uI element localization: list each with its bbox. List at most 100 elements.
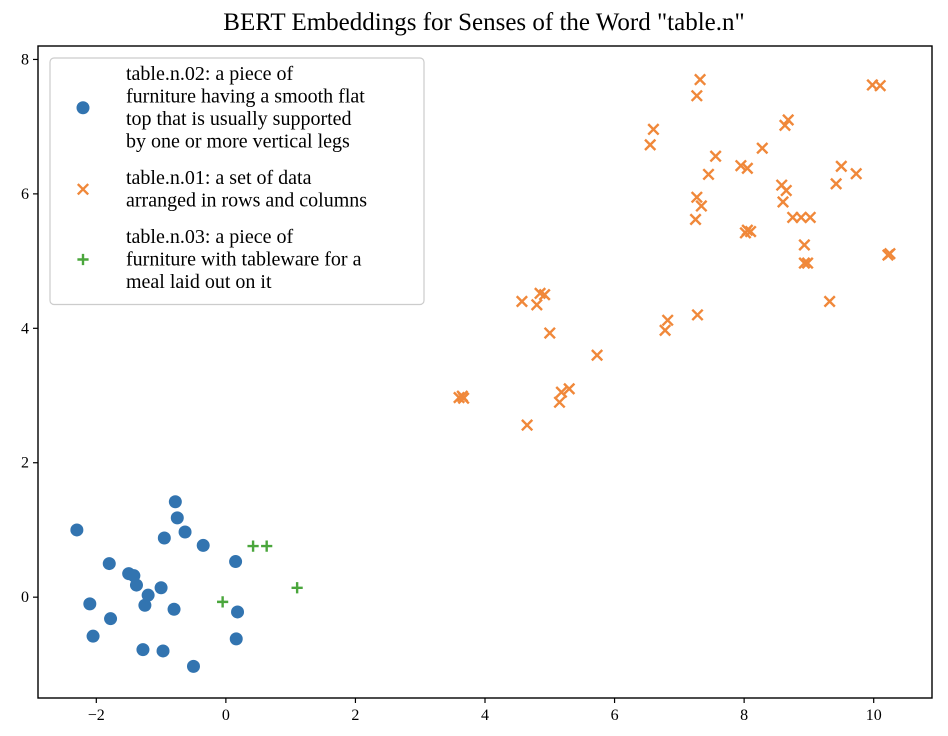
x-tick-label: 0 [222, 707, 230, 724]
data-point [695, 199, 708, 213]
data-point [804, 211, 817, 224]
data-point [291, 582, 303, 594]
data-point [795, 211, 808, 224]
legend-label: table.n.02: a piece of furniture having a… [126, 63, 365, 153]
data-point [744, 225, 757, 238]
data-point [543, 326, 556, 340]
y-tick-label: 4 [21, 320, 29, 337]
legend-label: table.n.03: a piece of furniture with tab… [126, 226, 362, 293]
data-point [776, 195, 790, 208]
data-point [186, 659, 200, 673]
legend-label-line: furniture with tableware for a [126, 249, 362, 271]
data-point [555, 386, 568, 399]
legend-entry: table.n.02: a piece of furniture having a… [76, 63, 365, 153]
x-tick-label: −2 [88, 707, 105, 724]
data-point [170, 511, 184, 525]
legend-label-line: meal laid out on it [126, 271, 272, 293]
data-point [247, 540, 259, 552]
data-points [70, 73, 896, 673]
legend-label: table.n.01: a set of data arranged in row… [126, 167, 367, 212]
data-point [835, 160, 848, 173]
data-point [141, 588, 155, 602]
x-tick-label: 4 [481, 707, 489, 724]
series-2 [453, 73, 896, 432]
data-point [798, 238, 811, 252]
x-tick-label: 8 [740, 707, 748, 724]
y-tick-label: 0 [21, 589, 29, 606]
x-tick-label: 10 [866, 707, 882, 724]
y-tick-label: 8 [21, 51, 29, 68]
data-point [515, 295, 528, 308]
data-point [734, 159, 747, 172]
data-point [178, 525, 192, 539]
x-tick-label: 2 [351, 707, 359, 724]
data-point [156, 644, 170, 658]
data-point [694, 73, 707, 86]
data-point [661, 314, 674, 327]
data-point [591, 349, 604, 362]
data-point [229, 632, 243, 646]
data-point [261, 540, 273, 552]
data-point [690, 89, 703, 102]
data-point [823, 295, 836, 308]
y-tick-label: 6 [21, 186, 29, 203]
legend-label-line: top that is usually supported [126, 108, 352, 130]
data-point [129, 578, 143, 592]
data-point [457, 392, 470, 405]
legend-label-line: table.n.02: a piece of [126, 63, 293, 85]
data-point [196, 538, 210, 552]
series-1 [70, 495, 245, 673]
data-point [138, 598, 152, 612]
data-point [154, 581, 168, 595]
legend-label-line: table.n.03: a piece of [126, 226, 293, 248]
data-point [168, 495, 182, 509]
data-point [883, 247, 896, 260]
data-point [104, 612, 118, 626]
data-point [801, 257, 814, 270]
data-point [102, 557, 116, 571]
data-point [691, 308, 704, 321]
x-tick-label: 6 [611, 707, 619, 724]
legend-entry: table.n.01: a set of data arranged in row… [76, 167, 367, 212]
legend-entry: table.n.03: a piece of furniture with tab… [77, 226, 362, 293]
y-tick-label: 2 [21, 455, 29, 472]
data-point [231, 605, 245, 619]
data-point [874, 79, 887, 92]
data-point [689, 213, 702, 226]
data-point [741, 224, 754, 237]
data-point [83, 597, 97, 611]
data-point [521, 419, 534, 432]
data-point [756, 142, 769, 155]
data-point [217, 596, 229, 608]
data-point [563, 382, 576, 395]
data-point [644, 138, 657, 151]
series-3 [217, 540, 303, 608]
legend-label-line: table.n.01: a set of data [126, 167, 312, 189]
data-point [86, 629, 100, 643]
data-point [530, 298, 543, 311]
legend-label-line: furniture having a smooth flat [126, 86, 365, 108]
data-point [136, 643, 150, 657]
legend-marker [76, 183, 90, 196]
data-point [780, 184, 793, 197]
legend-marker [77, 253, 89, 266]
data-point [453, 391, 466, 404]
data-point [850, 167, 863, 180]
data-point [229, 555, 243, 569]
data-point [553, 396, 566, 409]
data-point [830, 177, 843, 190]
data-point [538, 288, 551, 301]
legend-box [49, 57, 425, 306]
data-point [70, 523, 84, 537]
legend: table.n.02: a piece of furniture having a… [49, 57, 425, 306]
data-point [702, 168, 715, 181]
data-point [741, 162, 754, 175]
data-point [659, 324, 672, 337]
chart-title: BERT Embeddings for Senses of the Word "… [223, 9, 744, 36]
data-point [798, 257, 811, 270]
data-point [157, 531, 171, 545]
data-point [167, 602, 181, 616]
data-point [690, 191, 703, 204]
data-point [782, 113, 795, 126]
